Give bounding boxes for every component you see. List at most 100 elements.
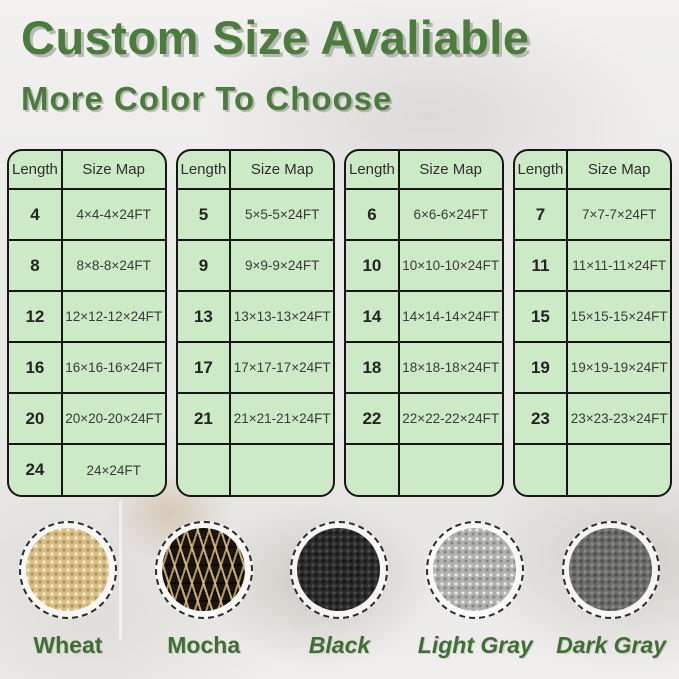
length-cell: [177, 443, 232, 495]
size-map-cell: 19×19-19×24FT: [566, 341, 671, 394]
length-cell: 19: [514, 341, 569, 394]
size-map-cell: [229, 443, 334, 495]
size-map-cell: [397, 443, 502, 495]
length-cell: 20: [8, 392, 63, 445]
light-gray-fabric-swatch-icon: [433, 528, 517, 611]
page-subtitle: More Color To Choose: [21, 80, 393, 117]
length-cell: 17: [177, 341, 232, 394]
table-row: 15 15×15-15×24FT: [514, 290, 671, 343]
swatch-label-dark-gray: Dark Gray: [556, 632, 667, 658]
size-map-cell: 15×15-15×24FT: [566, 290, 671, 343]
table-row: [177, 443, 334, 495]
size-table-2: Length Size Map 5 5×5-5×24FT 9 9×9-9×24F…: [175, 149, 335, 497]
table-row: 17 17×17-17×24FT: [177, 341, 334, 394]
size-map-cell: 21×21-21×24FT: [229, 392, 334, 445]
table-row: [345, 443, 502, 495]
size-tables: Length Size Map 4 4×4-4×24FT 8 8×8-8×24F…: [7, 149, 672, 497]
length-cell: 9: [177, 239, 232, 292]
size-map-cell: 6×6-6×24FT: [397, 188, 502, 241]
swatch-ring: [18, 521, 117, 619]
size-map-cell: [566, 443, 671, 495]
length-cell: [345, 443, 400, 495]
wheat-fabric-swatch-icon: [25, 528, 109, 611]
length-cell: 11: [514, 239, 569, 292]
size-map-cell: 23×23-23×24FT: [566, 392, 671, 445]
column-header-size-map: Size Map: [566, 151, 671, 190]
length-cell: 6: [345, 188, 400, 241]
swatch-label-black: Black: [308, 632, 371, 658]
size-map-cell: 18×18-18×24FT: [397, 341, 502, 394]
black-fabric-swatch-icon: [297, 528, 381, 611]
size-map-cell: 12×12-12×24FT: [60, 290, 165, 343]
swatch-ring: [290, 521, 389, 619]
size-map-cell: 17×17-17×24FT: [229, 341, 334, 394]
length-cell: 24: [8, 443, 63, 495]
swatch-light-gray: Light Gray: [407, 521, 543, 659]
size-map-cell: 10×10-10×24FT: [397, 239, 502, 292]
size-map-cell: 13×13-13×24FT: [229, 290, 334, 343]
table-row: 8 8×8-8×24FT: [8, 239, 165, 292]
table-row: 16 16×16-16×24FT: [8, 341, 165, 394]
size-map-cell: 14×14-14×24FT: [397, 290, 502, 343]
table-row: 10 10×10-10×24FT: [345, 239, 502, 292]
size-table-1: Length Size Map 4 4×4-4×24FT 8 8×8-8×24F…: [7, 149, 167, 497]
swatch-label-mocha: Mocha: [167, 632, 241, 658]
table-row: [514, 443, 671, 495]
length-cell: 21: [177, 392, 232, 445]
size-table-4: Length Size Map 7 7×7-7×24FT 11 11×11-11…: [512, 149, 672, 497]
table-row: 24 24×24FT: [8, 443, 165, 495]
length-cell: 13: [177, 290, 232, 343]
size-map-cell: 16×16-16×24FT: [60, 341, 165, 394]
length-cell: 22: [345, 392, 400, 445]
table-row: 9 9×9-9×24FT: [177, 239, 334, 292]
table-row: 4 4×4-4×24FT: [8, 188, 165, 241]
color-swatches: Wheat Mocha Black Light Gray Dark Gray: [0, 521, 679, 659]
length-cell: 15: [514, 290, 569, 343]
length-cell: 7: [514, 188, 569, 241]
size-map-cell: 4×4-4×24FT: [60, 188, 165, 241]
header-row: Length Size Map: [177, 151, 334, 190]
column-header-length: Length: [514, 151, 569, 190]
swatch-wheat: Wheat: [0, 521, 136, 659]
table-row: 18 18×18-18×24FT: [345, 341, 502, 394]
length-cell: 4: [8, 188, 63, 241]
column-header-size-map: Size Map: [229, 151, 334, 190]
page-title: Custom Size Avaliable: [21, 11, 530, 64]
size-map-cell: 11×11-11×24FT: [566, 239, 671, 292]
dark-gray-fabric-swatch-icon: [569, 528, 653, 611]
table-row: 23 23×23-23×24FT: [514, 392, 671, 445]
size-map-cell: 8×8-8×24FT: [60, 239, 165, 292]
length-cell: 14: [345, 290, 400, 343]
swatch-label-light-gray: Light Gray: [417, 632, 533, 658]
column-header-length: Length: [8, 151, 63, 190]
swatch-mocha: Mocha: [136, 521, 272, 659]
table-row: 5 5×5-5×24FT: [177, 188, 334, 241]
background-cable: [119, 500, 122, 640]
header-row: Length Size Map: [514, 151, 671, 190]
size-map-cell: 9×9-9×24FT: [229, 239, 334, 292]
size-map-cell: 7×7-7×24FT: [566, 188, 671, 241]
mocha-fabric-swatch-icon: [161, 528, 245, 611]
swatch-label-wheat: Wheat: [33, 632, 103, 658]
table-row: 21 21×21-21×24FT: [177, 392, 334, 445]
table-row: 13 13×13-13×24FT: [177, 290, 334, 343]
length-cell: 12: [8, 290, 63, 343]
header-row: Length Size Map: [345, 151, 502, 190]
column-header-length: Length: [345, 151, 400, 190]
length-cell: 16: [8, 341, 63, 394]
length-cell: 8: [8, 239, 63, 292]
length-cell: 23: [514, 392, 569, 445]
swatch-black: Black: [272, 521, 408, 659]
size-map-cell: 22×22-22×24FT: [397, 392, 502, 445]
swatch-ring: [426, 521, 525, 619]
column-header-size-map: Size Map: [397, 151, 502, 190]
table-row: 6 6×6-6×24FT: [345, 188, 502, 241]
table-row: 12 12×12-12×24FT: [8, 290, 165, 343]
length-cell: [514, 443, 569, 495]
table-row: 7 7×7-7×24FT: [514, 188, 671, 241]
swatch-ring: [562, 521, 661, 619]
table-row: 11 11×11-11×24FT: [514, 239, 671, 292]
column-header-size-map: Size Map: [60, 151, 165, 190]
length-cell: 18: [345, 341, 400, 394]
